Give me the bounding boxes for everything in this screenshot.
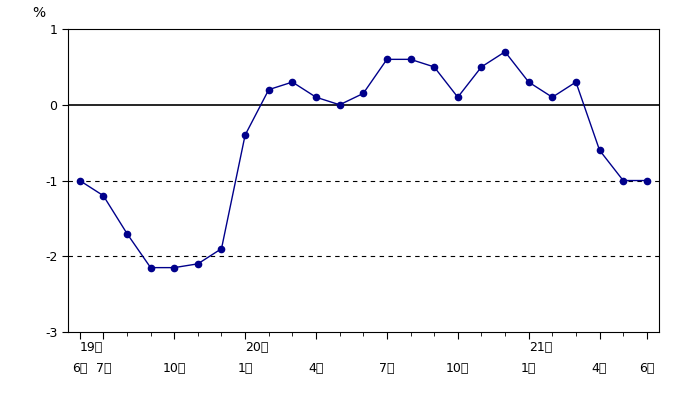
- Text: 4月: 4月: [592, 362, 607, 375]
- Text: 10月: 10月: [446, 362, 469, 375]
- Text: 10月: 10月: [162, 362, 186, 375]
- Text: 19年: 19年: [79, 341, 103, 354]
- Text: 6月: 6月: [72, 362, 88, 375]
- Text: 1月: 1月: [238, 362, 253, 375]
- Text: %: %: [33, 6, 45, 20]
- Text: 21年: 21年: [529, 341, 552, 354]
- Text: 1月: 1月: [521, 362, 536, 375]
- Text: 20年: 20年: [245, 341, 268, 354]
- Text: 7月: 7月: [96, 362, 111, 375]
- Text: 6月: 6月: [639, 362, 655, 375]
- Text: 4月: 4月: [308, 362, 324, 375]
- Text: 7月: 7月: [379, 362, 394, 375]
